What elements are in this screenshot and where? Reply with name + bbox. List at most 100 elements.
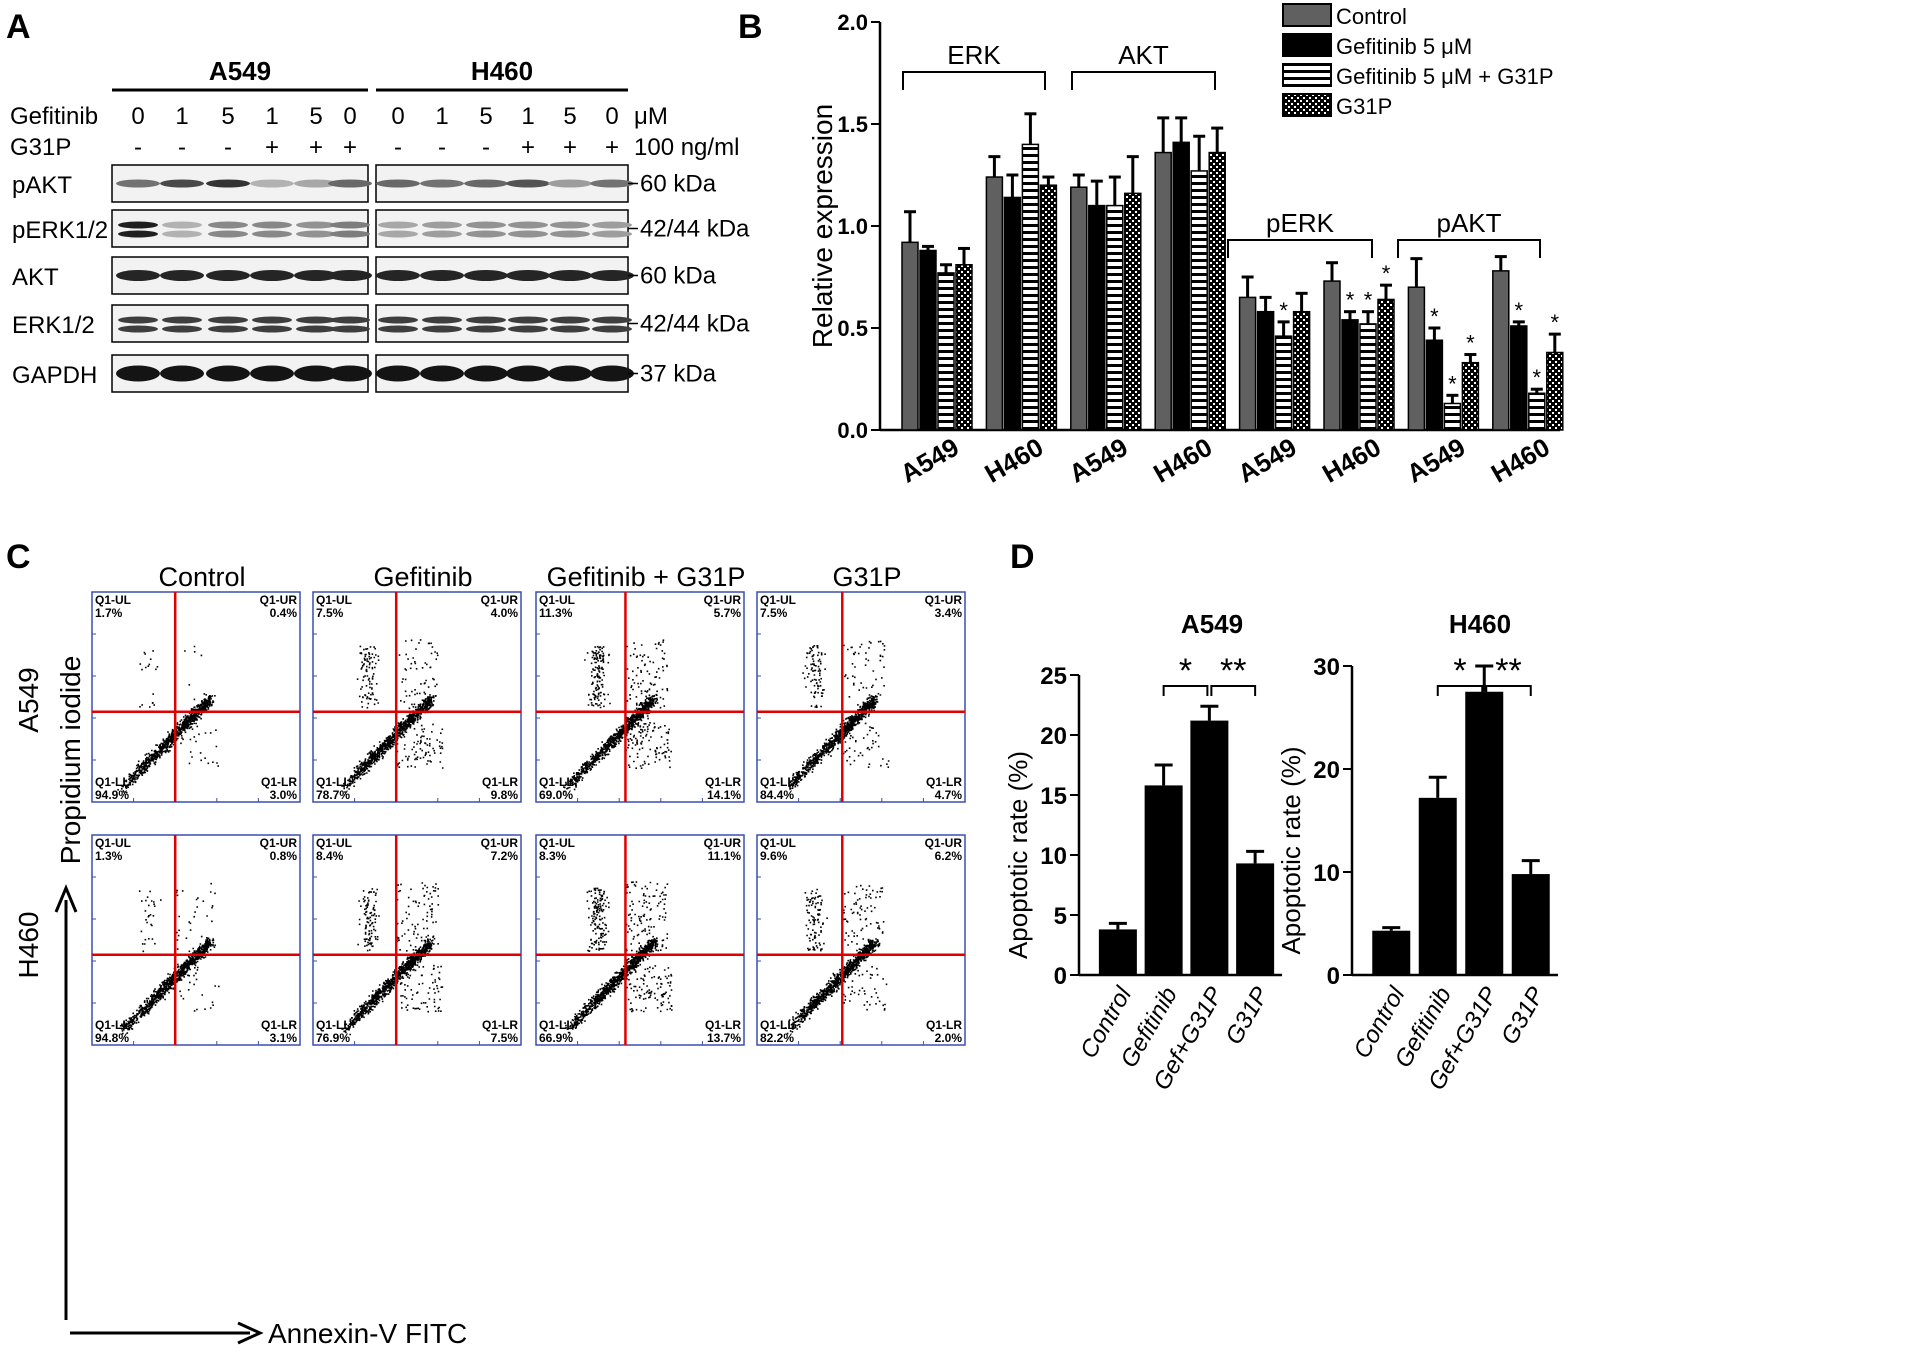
blot-band [548, 270, 592, 281]
bar-g31p [1124, 192, 1142, 431]
bar-control [1372, 930, 1411, 975]
legend-entry: Gefitinib 5 μM + G31P [1336, 64, 1554, 89]
quadrant-pct-lr: 4.7% [935, 788, 963, 802]
cell-line-a549-heading: A549 [209, 56, 271, 86]
g31p-mark-lane-4: + [265, 134, 279, 161]
blot-band [250, 365, 294, 382]
bar-control [901, 241, 919, 431]
significance-bracket [1162, 685, 1209, 696]
blot-band [466, 316, 506, 324]
category-label: H460 [1148, 432, 1217, 489]
blot-band [116, 365, 160, 382]
blot-band [378, 325, 418, 333]
blot-band [376, 365, 420, 382]
blot-size-5: 37 kDa [640, 361, 717, 388]
quadrant-pct-ll: 94.8% [95, 1031, 129, 1045]
group-label: pERK [1266, 208, 1335, 238]
x-axis-title: Annexin-V FITC [268, 1318, 467, 1349]
blot-band [206, 270, 250, 281]
y-tick-label: 0.5 [837, 316, 868, 341]
quadrant-pct-ur: 6.2% [935, 849, 963, 863]
quadrant-name-ur: Q1-UR [260, 836, 298, 850]
g31p-mark-lane-6: + [343, 134, 357, 161]
blot-band [118, 221, 158, 229]
bar-gef-g31p [1465, 691, 1504, 975]
quadrant-pct-ur: 4.0% [491, 606, 519, 620]
y-tick-label: 0 [1327, 963, 1340, 990]
event-dots [564, 881, 673, 1034]
quadrant-name-ul: Q1-UL [760, 836, 796, 850]
category-label: G31P [1496, 983, 1550, 1050]
quadrant-name-ul: Q1-UL [316, 836, 352, 850]
legend-swatch [1282, 63, 1332, 87]
row-label: A549 [13, 667, 44, 732]
bar-g31p [955, 264, 973, 431]
g31p-row-label: G31P [10, 134, 71, 161]
blot-band [464, 179, 508, 188]
blot-band [296, 316, 336, 324]
blot-band [208, 316, 248, 324]
quadrant-pct-ul: 9.6% [760, 849, 788, 863]
bar-gefitinib-5-m-g31p [1359, 323, 1377, 431]
significance-star: * [1279, 298, 1288, 323]
blot-band [208, 221, 248, 229]
group-label: AKT [1118, 40, 1169, 70]
blot-band [508, 221, 548, 229]
y-tick-label: 0 [1054, 963, 1067, 990]
quadrant-name-ll: Q1-LL [95, 775, 130, 789]
g31p-mark-lane-3: - [224, 134, 232, 161]
g31p-mark-lane-11: + [563, 134, 577, 161]
significance-bracket [1485, 685, 1532, 696]
blot-band [592, 221, 632, 229]
blot-band [330, 230, 370, 238]
quadrant-name-lr: Q1-LR [482, 775, 518, 789]
g31p-mark-lane-10: + [521, 134, 535, 161]
blot-band [420, 270, 464, 281]
quadrant-pct-ur: 0.4% [270, 606, 298, 620]
significance-label: * [1453, 652, 1466, 690]
quadrant-pct-ll: 78.7% [316, 788, 350, 802]
significance-bracket [1436, 685, 1484, 696]
blot-band [250, 179, 294, 188]
blot-band [592, 325, 632, 333]
quadrant-name-ur: Q1-UR [704, 593, 742, 607]
blot-band [550, 230, 590, 238]
y-tick-label: 0.0 [837, 418, 868, 443]
blot-label-4: ERK1/2 [12, 312, 95, 339]
quadrant-name-ur: Q1-UR [925, 836, 963, 850]
quadrant-pct-lr: 13.7% [707, 1031, 741, 1045]
legend-swatch [1282, 93, 1332, 117]
bar-g31p [1377, 298, 1395, 431]
bar-control [1407, 286, 1426, 431]
bar-gefitinib-5-m-g31p [1274, 335, 1293, 431]
blot-band [590, 179, 634, 188]
blot-band [296, 325, 336, 333]
gefitinib-dose-lane-5: 5 [309, 103, 322, 130]
blot-size-4: 42/44 kDa [640, 311, 750, 338]
blot-band [252, 230, 292, 238]
category-label: H460 [1486, 432, 1555, 489]
panel-label-b: B [738, 8, 763, 46]
gefitinib-dose-lane-1: 0 [131, 103, 144, 130]
y-tick-label: 25 [1040, 663, 1067, 690]
quadrant-name-ul: Q1-UL [95, 836, 131, 850]
blot-band [508, 316, 548, 324]
y-tick-label: 10 [1313, 860, 1340, 887]
y-arrow-head [54, 884, 78, 913]
category-label: A549 [1064, 432, 1133, 489]
blot-band [116, 179, 160, 188]
significance-star: * [1364, 288, 1373, 313]
category-label: H460 [979, 432, 1048, 489]
gefitinib-dose-lane-6: 0 [343, 103, 356, 130]
blot-band [378, 316, 418, 324]
panel-b-relative-expression: 0.0 0.5 1.0 1.5 2.0 Relative expression A549 H4… [807, 3, 1564, 489]
blot-band [422, 325, 462, 333]
plot-frame [312, 834, 522, 1046]
blot-band [590, 365, 634, 382]
blot-box [111, 304, 369, 343]
significance-star: * [1430, 304, 1439, 329]
plot-frame [91, 834, 301, 1046]
